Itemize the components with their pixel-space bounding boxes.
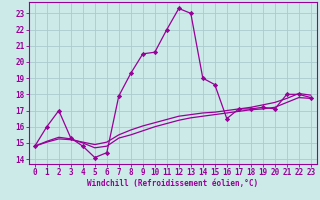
X-axis label: Windchill (Refroidissement éolien,°C): Windchill (Refroidissement éolien,°C) [87,179,258,188]
